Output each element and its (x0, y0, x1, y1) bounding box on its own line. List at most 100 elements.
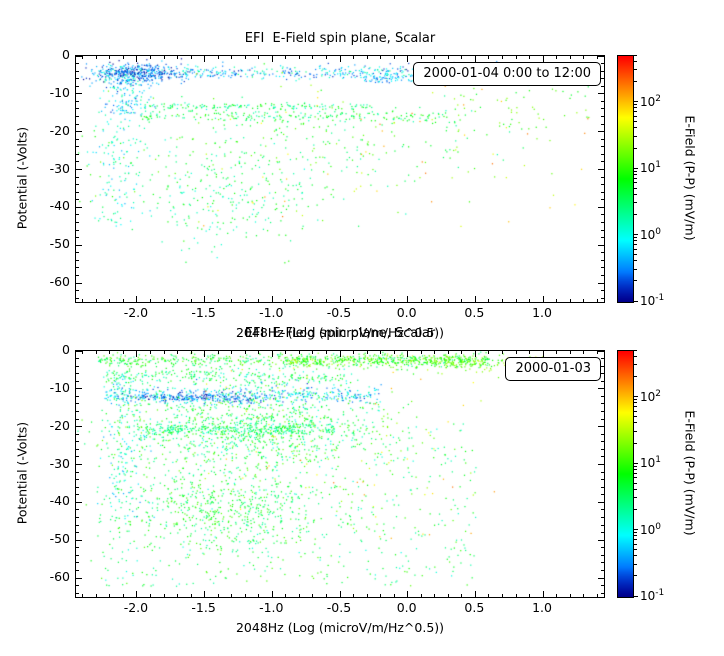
y-minor-tick (601, 524, 604, 526)
colorbar-minor-tick (634, 254, 637, 256)
plot-frame: 2000-01-04 0:00 to 12:00 (75, 55, 605, 303)
colorbar-minor-tick (634, 193, 637, 195)
colorbar-major-tick (634, 462, 638, 464)
colorbar-major-tick (634, 300, 638, 302)
y-minor-tick (601, 275, 604, 276)
colorbar-major-tick (634, 595, 638, 597)
x-minor-tick (488, 351, 490, 354)
y-minor-tick (601, 191, 604, 193)
x-minor-tick (149, 56, 151, 59)
y-major-tick (598, 388, 604, 390)
x-major-tick (542, 56, 544, 62)
x-minor-tick (298, 594, 300, 597)
y-minor-tick (76, 123, 79, 125)
y-major-tick (76, 93, 82, 95)
legend-text: 2000-01-03 (515, 361, 591, 376)
colorbar-minor-tick (634, 416, 637, 418)
y-minor-tick (76, 570, 79, 571)
x-minor-tick (501, 351, 503, 354)
y-minor-tick (76, 100, 79, 102)
colorbar-minor-tick (634, 182, 637, 184)
y-minor-tick (76, 486, 79, 488)
y-tick-label: -50 (49, 236, 70, 252)
x-minor-tick (312, 351, 314, 354)
x-minor-tick (366, 594, 368, 597)
plot-panel-top: EFI E-Field spin plane, Scalar Potential… (15, 31, 698, 340)
y-minor-tick (601, 237, 604, 239)
x-minor-tick (149, 351, 151, 354)
colorbar-minor-tick (634, 135, 637, 137)
y-tick-label: -40 (49, 198, 70, 214)
y-minor-tick (601, 153, 604, 155)
y-minor-tick (601, 570, 604, 571)
y-major-tick (598, 350, 604, 352)
x-minor-tick (583, 351, 585, 354)
x-minor-tick (583, 56, 585, 59)
colorbar-minor-tick (634, 177, 637, 179)
x-minor-tick (529, 351, 531, 354)
y-minor-tick (76, 517, 79, 519)
x-minor-tick (529, 299, 531, 302)
y-minor-tick (601, 486, 604, 488)
y-minor-tick (601, 146, 604, 148)
x-tick-label: -2.0 (123, 600, 149, 615)
y-major-tick (598, 244, 604, 246)
scatter-points-canvas (76, 351, 604, 597)
colorbar-tick-exponent: 2 (655, 388, 662, 399)
x-minor-tick (217, 351, 219, 354)
colorbar-major-tick (634, 396, 638, 398)
colorbar-minor-tick (634, 244, 637, 246)
y-major-tick (76, 282, 82, 284)
colorbar-minor-tick (634, 121, 637, 123)
colorbar-minor-tick (634, 549, 637, 551)
y-minor-tick (601, 585, 604, 587)
x-minor-tick (325, 351, 327, 354)
x-minor-tick (380, 594, 382, 597)
colorbar-minor-tick (634, 349, 637, 351)
y-minor-tick (601, 365, 604, 367)
y-minor-tick (76, 275, 79, 276)
x-minor-tick (488, 56, 490, 59)
x-minor-tick (556, 299, 558, 302)
x-minor-tick (177, 594, 179, 597)
x-tick-label: 1.0 (532, 305, 552, 320)
x-minor-tick (122, 594, 124, 597)
x-minor-tick (434, 594, 436, 597)
colorbar-tick-label: 100 (640, 227, 661, 242)
y-major-tick (598, 577, 604, 579)
x-minor-tick (122, 299, 124, 302)
x-major-tick (407, 56, 409, 62)
x-minor-tick (109, 299, 111, 302)
colorbar-tick-exponent: 0 (655, 521, 662, 532)
y-minor-tick (76, 199, 79, 201)
x-minor-tick (312, 299, 314, 302)
x-tick-label: -2.0 (123, 305, 149, 320)
y-minor-tick (76, 297, 79, 299)
y-minor-tick (76, 252, 79, 254)
colorbar-minor-tick (634, 399, 637, 401)
y-tick-label: -30 (49, 455, 70, 471)
y-minor-tick (76, 85, 79, 87)
colorbar-minor-tick (634, 237, 637, 239)
x-minor-tick (461, 594, 463, 597)
y-minor-tick (601, 184, 604, 186)
x-minor-tick (177, 299, 179, 302)
x-major-tick (271, 296, 273, 302)
y-minor-tick (601, 403, 604, 405)
x-minor-tick (231, 299, 233, 302)
y-minor-tick (76, 138, 79, 140)
y-minor-tick (601, 85, 604, 87)
colorbar-minor-tick (634, 508, 637, 510)
colorbar-minor-tick (634, 535, 637, 537)
y-minor-tick (601, 176, 604, 178)
x-minor-tick (569, 351, 571, 354)
x-tick-label: -0.5 (326, 600, 352, 615)
y-tick-label: -20 (49, 122, 70, 138)
colorbar-tick-label: 101 (640, 160, 661, 175)
colorbar-minor-tick (634, 54, 637, 56)
colorbar-tick-exponent: -1 (655, 293, 665, 303)
plot-title: EFI E-Field spin plane, Scalar (244, 326, 436, 341)
y-minor-tick (76, 267, 79, 269)
x-minor-tick (380, 299, 382, 302)
y-minor-tick (76, 108, 79, 110)
